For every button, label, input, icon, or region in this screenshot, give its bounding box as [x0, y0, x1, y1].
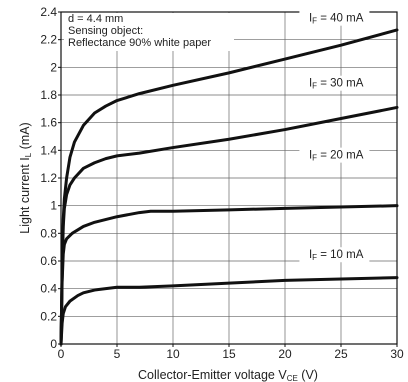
series-line-1 — [59, 105, 399, 346]
y-axis-title-unit: (mA) — [18, 122, 32, 153]
series-label-name-1: I — [309, 78, 312, 90]
series-label-value-3: = 10 mA — [317, 249, 364, 261]
x-tick-label-4: 20 — [278, 347, 292, 361]
series-line-3 — [59, 276, 399, 346]
y-tick-label-7: 1.4 — [40, 143, 57, 157]
series-label-2: IF = 20 mA — [309, 150, 364, 163]
series-label-sub-0: F — [312, 17, 317, 26]
y-tick-label-12: 2.4 — [40, 5, 57, 19]
series-label-bg-1 — [299, 75, 370, 91]
y-tick-label-9: 1.8 — [40, 88, 57, 102]
x-tick-label-0: 0 — [58, 347, 65, 361]
x-axis-title-sub: CE — [287, 374, 298, 382]
series-label-name-3: I — [309, 249, 312, 261]
annotation-line-3: Reflectance 90% white paper — [68, 37, 211, 49]
annotation-line-1: d = 4.4 mm — [68, 13, 123, 25]
y-axis-title-sub: L — [24, 152, 33, 157]
x-axis-title-unit: (V) — [298, 368, 318, 382]
x-tick-label-2: 10 — [166, 347, 180, 361]
series-label-value-1: = 30 mA — [317, 78, 364, 90]
annotation-line-2: Sensing object: — [68, 25, 143, 37]
series-label-sub-2: F — [312, 154, 317, 163]
series-label-value-2: = 20 mA — [317, 150, 364, 162]
series-label-bg-2 — [299, 147, 370, 163]
y-axis-title-text: Light current I — [18, 157, 32, 233]
series-label-name-0: I — [309, 13, 312, 25]
series-line-2 — [59, 204, 399, 346]
series-label-3: IF = 10 mA — [309, 249, 364, 262]
y-tick-label-8: 1.6 — [40, 116, 57, 130]
y-axis-title: Light current IL (mA) — [18, 122, 33, 233]
x-tick-label-6: 30 — [390, 347, 404, 361]
series-label-value-0: = 40 mA — [317, 13, 364, 25]
x-axis-title-text: Collector-Emitter voltage V — [138, 368, 287, 382]
tick-labels: 0 5 10 15 20 25 30 0 0.2 0.4 0.6 0.8 1 1.2 1.4 1.6 1.8 2 2… — [40, 5, 404, 361]
series-label-bg-0 — [299, 10, 370, 26]
x-axis-title: Collector-Emitter voltage VCE (V) — [138, 368, 318, 382]
series-label-name-2: I — [309, 150, 312, 162]
series-label-sub-3: F — [312, 253, 317, 262]
series-label-sub-1: F — [312, 82, 317, 91]
y-tick-label-10: 2 — [50, 60, 57, 74]
series-lines — [59, 28, 399, 346]
plot-border — [60, 11, 398, 345]
y-tick-label-2: 0.4 — [40, 282, 57, 296]
x-tick-label-3: 15 — [222, 347, 236, 361]
y-tick-label-6: 1.2 — [40, 171, 57, 185]
y-tick-label-11: 2.2 — [40, 33, 57, 47]
plot-frame — [58, 11, 398, 347]
y-tick-label-5: 1 — [50, 199, 57, 213]
x-tick-label-1: 5 — [114, 347, 121, 361]
grid — [60, 11, 398, 345]
annotation-box: d = 4.4 mm Sensing object: Reflectance 9… — [64, 13, 234, 51]
y-tick-label-3: 0.6 — [40, 254, 57, 268]
x-tick-label-5: 25 — [334, 347, 348, 361]
series-label-0: IF = 40 mA — [309, 13, 364, 26]
y-tick-label-4: 0.8 — [40, 226, 57, 240]
series-label-bg-3 — [299, 247, 370, 263]
series-label-1: IF = 30 mA — [309, 78, 364, 91]
y-tick-label-0: 0 — [50, 337, 57, 351]
y-tick-label-1: 0.2 — [40, 309, 57, 323]
